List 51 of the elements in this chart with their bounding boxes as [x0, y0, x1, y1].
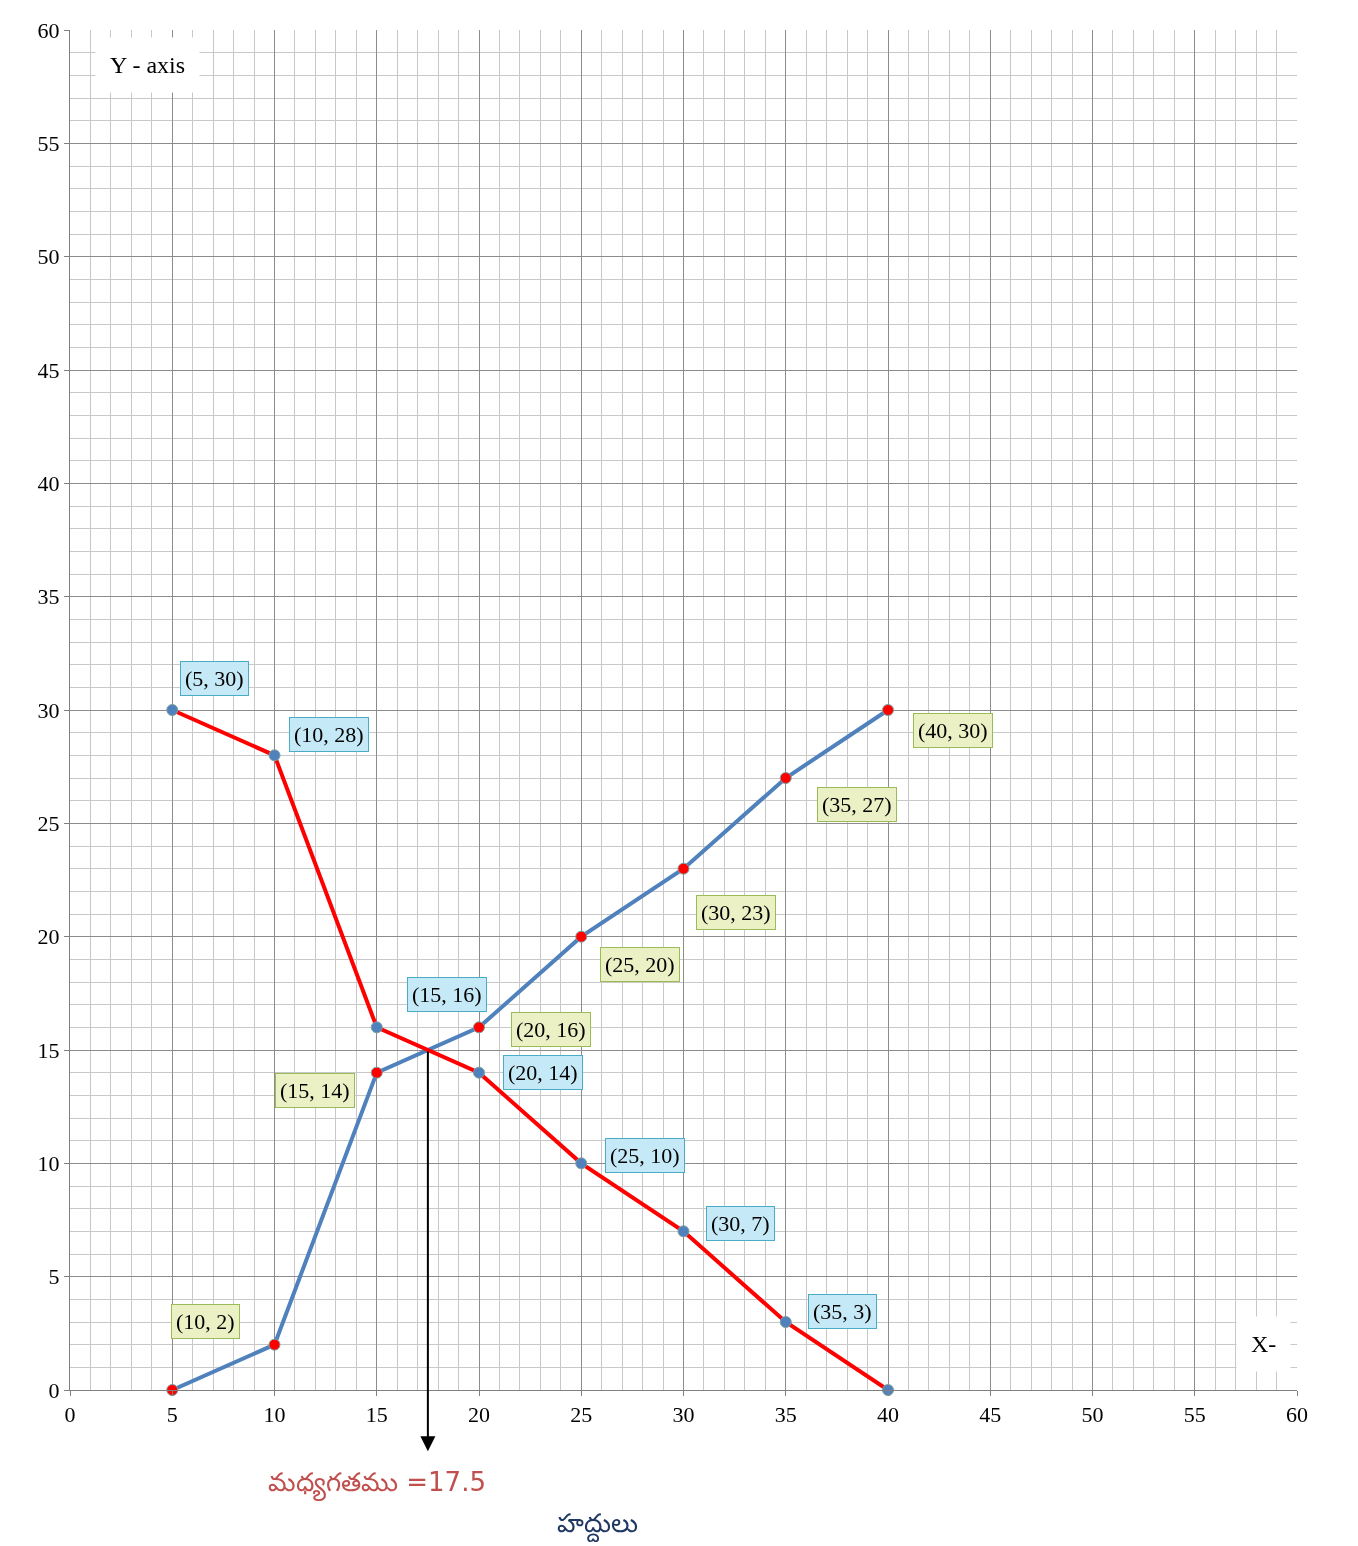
x-tick-label: 15 — [365, 1402, 388, 1428]
data-label: (15, 14) — [280, 1078, 350, 1103]
point — [575, 930, 588, 943]
x-tick-label: 20 — [468, 1402, 490, 1428]
x-tick-label: 40 — [877, 1402, 899, 1428]
y-tick-label: 45 — [37, 357, 60, 383]
y-tick-label: 20 — [37, 924, 60, 950]
y-tick-label: 55 — [37, 131, 60, 157]
y-tick-label: 30 — [37, 697, 60, 723]
data-label: (35, 27) — [822, 792, 892, 817]
data-label: (10, 2) — [176, 1309, 235, 1334]
data-label: (20, 16) — [516, 1017, 586, 1042]
data-label: (15, 16) — [412, 982, 482, 1007]
data-label: (25, 10) — [610, 1143, 680, 1168]
point — [268, 1338, 281, 1351]
data-label: (20, 14) — [508, 1060, 578, 1085]
data-label: (35, 3) — [813, 1299, 872, 1324]
data-label: (40, 30) — [918, 718, 988, 743]
data-label: (5, 30) — [185, 666, 244, 691]
y-tick-label: 40 — [37, 471, 60, 497]
x-tick-label: 60 — [1286, 1402, 1308, 1428]
x-tick-label: 25 — [570, 1402, 593, 1428]
x-tick-label: 0 — [64, 1402, 76, 1428]
point — [779, 772, 792, 784]
x-tick-label: 10 — [263, 1402, 286, 1428]
y-tick-label: 15 — [37, 1037, 60, 1063]
annotation: మధ్యగతము =17.5 — [268, 1467, 486, 1502]
x-tick-label: 50 — [1081, 1402, 1104, 1428]
text: హద్దులు — [557, 1508, 638, 1543]
x-tick-label: 30 — [672, 1402, 695, 1428]
point — [677, 862, 690, 875]
data-label: (30, 23) — [701, 900, 771, 925]
y-tick-label: 0 — [48, 1377, 60, 1403]
y-tick-label: 10 — [37, 1151, 60, 1177]
y-tick-label: 35 — [37, 584, 60, 610]
annotation: X- — [1251, 1331, 1277, 1357]
data-label: (30, 7) — [711, 1211, 770, 1236]
x-tick-label: 55 — [1183, 1402, 1206, 1428]
x-tick-label: 35 — [774, 1402, 797, 1428]
y-tick-label: 50 — [37, 244, 60, 270]
x-tick-label: 45 — [979, 1402, 1002, 1428]
annotation: Y - axis — [110, 52, 186, 78]
data-label: (25, 20) — [605, 952, 675, 977]
point — [882, 704, 894, 716]
y-tick-label: 5 — [48, 1264, 60, 1290]
point — [370, 1066, 383, 1079]
y-tick-label: 25 — [37, 811, 60, 837]
point — [473, 1021, 485, 1034]
x-tick-label: 5 — [166, 1402, 178, 1428]
data-label: (10, 28) — [294, 722, 364, 747]
y-tick-label: 60 — [37, 17, 60, 43]
